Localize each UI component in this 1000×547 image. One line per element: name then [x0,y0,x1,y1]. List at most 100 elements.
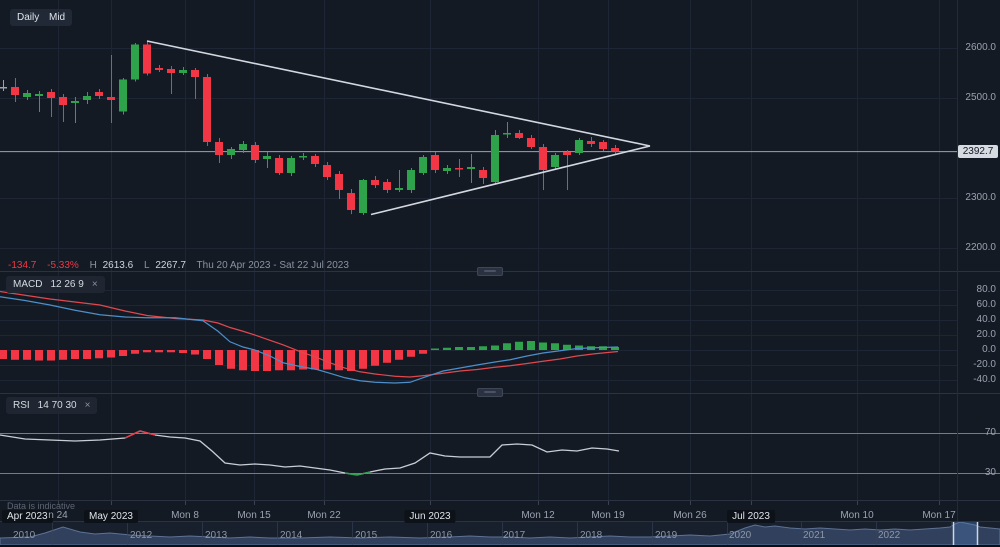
macd-histogram-bar [383,350,391,363]
candle-body [443,168,451,171]
macd-histogram-bar [263,350,271,372]
macd-histogram-bar [323,350,331,370]
candle-body [311,156,319,164]
macd-histogram-bar [23,350,31,360]
macd-histogram-bar [467,347,475,351]
navigator-year-label: 2016 [430,530,453,541]
macd-histogram-bar [119,350,127,357]
candle-body [239,144,247,150]
price-change: -134.7 [8,260,37,271]
macd-histogram-bar [515,341,523,351]
macd-histogram-bar [167,350,175,353]
navigator[interactable] [0,521,1000,547]
macd-histogram-bar [179,350,187,354]
macd-histogram-bar [71,350,79,360]
candle-body [191,70,199,77]
navigator-year-label: 2013 [205,530,228,541]
macd-axis-label: 40.0 [976,314,996,325]
candle-body [599,142,607,149]
time-axis-label: Mon 10 [840,510,874,521]
interval-daily-button[interactable]: Daily [10,9,47,26]
candle-body [491,135,499,182]
navigator-year-label: 2010 [13,530,36,541]
time-axis-label: Mon 22 [307,510,341,521]
time-axis-label: Mon 15 [237,510,271,521]
candle-body [359,180,367,213]
candle-body [179,70,187,73]
candle-body [419,157,427,173]
macd-histogram-bar [527,341,535,351]
candle-body [275,158,283,173]
rsi-indicator-label[interactable]: RSI 14 70 30 × [6,397,98,414]
macd-histogram-bar [215,350,223,366]
candle-body [503,133,511,135]
rsi-name: RSI [13,400,30,411]
candle-body [407,170,415,190]
low-value: 2267.7 [155,260,186,271]
macd-histogram-bar [443,347,451,351]
candle-body [431,155,439,170]
last-price-label: 2392.7 [958,145,998,159]
macd-histogram-bar [479,346,487,351]
macd-close-icon[interactable]: × [91,279,98,290]
macd-histogram-bar [407,350,415,357]
trendline[interactable] [146,40,651,147]
macd-histogram-bar [155,350,163,353]
scale-mid-button[interactable]: Mid [42,9,73,26]
candle-body [299,156,307,158]
candle-body [131,44,139,80]
macd-name: MACD [13,279,43,290]
navigator-selection[interactable] [953,522,977,545]
gridlines [0,0,957,500]
navigator-year-label: 2017 [503,530,526,541]
macd-histogram-bar [395,350,403,360]
panel-resize-handle-rsi[interactable] [477,388,503,397]
candle-body [71,101,79,103]
macd-histogram-bar [431,348,439,351]
candle-body [335,174,343,190]
time-axis-label: May 2023 [84,510,138,523]
candle-body [155,68,163,70]
macd-histogram-bar [287,350,295,371]
time-axis-label: Mon 12 [521,510,555,521]
candle-body [227,149,235,155]
macd-histogram-bar [299,350,307,370]
candle-body [83,96,91,100]
navigator-year-label: 2018 [580,530,603,541]
trendline[interactable] [370,145,651,216]
candle-body [455,168,463,170]
macd-histogram-bar [335,350,343,371]
candle-body [383,182,391,190]
time-axis-label: Mon 19 [591,510,625,521]
macd-histogram-bar [107,350,115,358]
panel-resize-handle-macd[interactable] [477,267,503,276]
candle-body [215,142,223,155]
time-axis-label: Jul 2023 [727,510,775,523]
candle-body [551,155,559,167]
macd-indicator-label[interactable]: MACD 12 26 9 × [6,276,105,293]
rsi-threshold-segment [356,471,371,476]
rsi-close-icon[interactable]: × [84,400,91,411]
data-indicative-note: Data is indicative [7,501,76,511]
candle-body [167,69,175,73]
ohlc-status-line: -134.7 -5.33% H 2613.6 L 2267.7 Thu 20 A… [8,260,357,271]
rsi-threshold-segment [139,430,156,436]
candle-body [575,140,583,153]
candle-body [563,152,571,155]
candle-body [107,97,115,100]
high-value: 2613.6 [102,260,134,271]
candle-body [35,94,43,96]
candlestick-series[interactable] [0,41,619,215]
time-axis-label: Mon 17 [922,510,956,521]
price-axis-label: 2200.0 [965,242,996,253]
candle-body [47,92,55,98]
time-axis-label: Jun 2023 [404,510,456,523]
time-axis-label: n 24 [48,510,68,521]
macd-histogram-bar [491,345,499,351]
macd-histogram-bar [371,350,379,366]
rsi-series [0,430,620,476]
date-range: Thu 20 Apr 2023 - Sat 22 Jul 2023 [196,260,349,271]
macd-histogram-bar [83,350,91,360]
navigator-year-label: 2021 [803,530,826,541]
